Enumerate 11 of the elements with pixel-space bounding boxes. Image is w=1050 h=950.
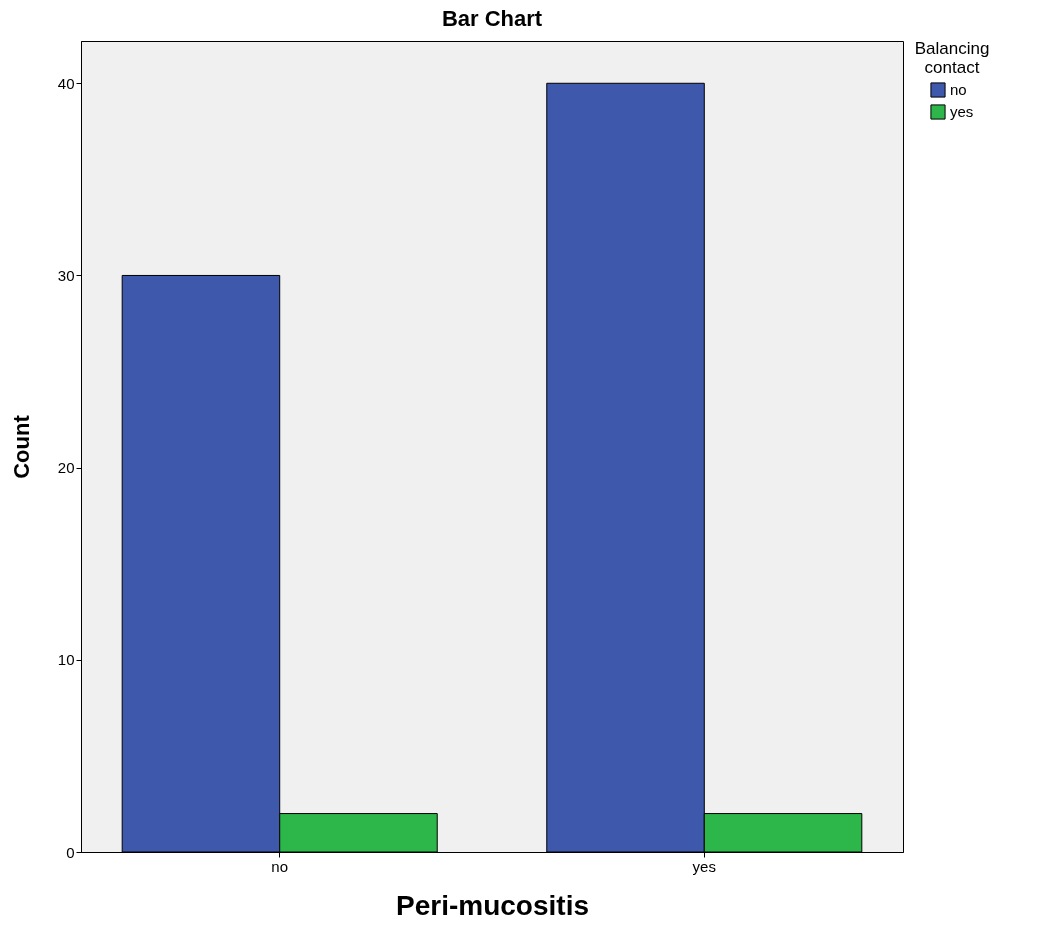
legend-label: yes: [950, 103, 974, 120]
legend-title: Balancing contact: [914, 39, 990, 77]
y-tick-label: 20: [57, 459, 75, 477]
y-tick-label: 30: [57, 266, 75, 284]
legend-label: no: [950, 81, 967, 98]
x-axis-title: Peri-mucositis: [396, 889, 589, 921]
y-tick-label: 0: [66, 843, 75, 861]
y-tick-label: 10: [57, 651, 75, 669]
y-tick-label: 40: [57, 74, 75, 92]
y-axis-title: Count: [8, 414, 34, 479]
chart-title: Bar Chart: [441, 6, 543, 31]
